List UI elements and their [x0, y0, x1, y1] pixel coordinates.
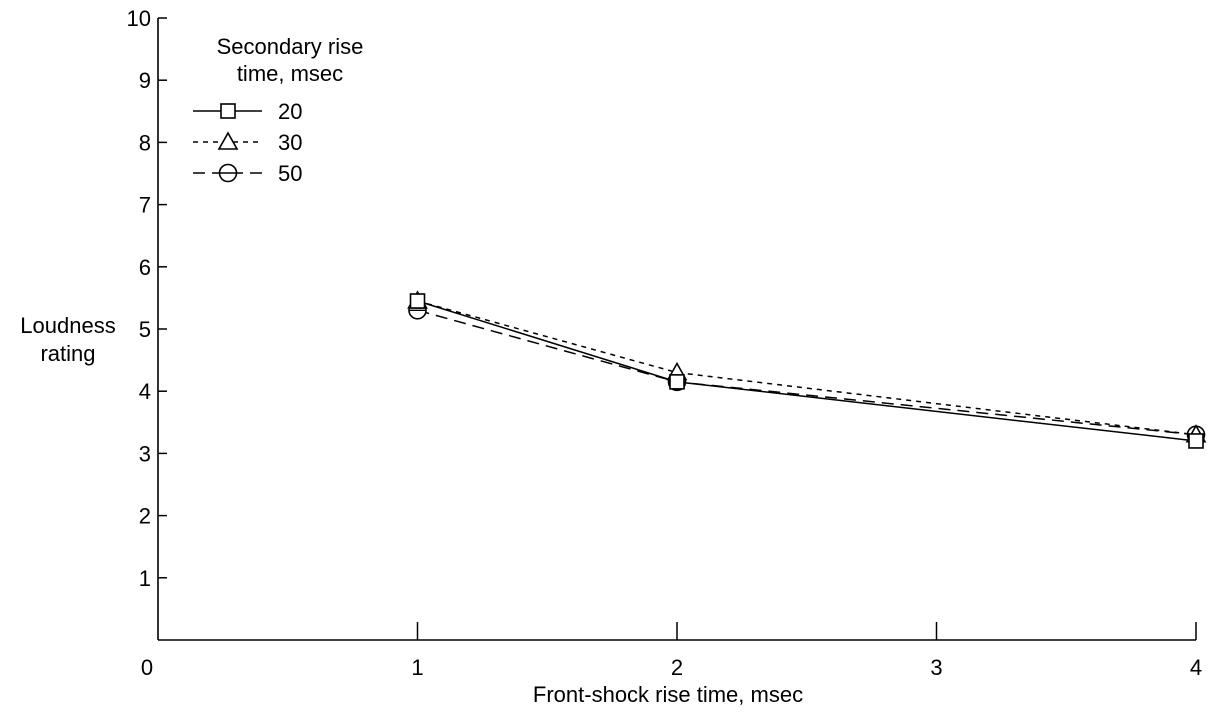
data-point-20: [669, 374, 685, 390]
x-axis-title: Front-shock rise time, msec: [533, 682, 803, 707]
x-tick-label: 4: [1190, 655, 1202, 680]
x-tick-label: 3: [930, 655, 942, 680]
legend: Secondary rise time, msec 20 30 50: [193, 34, 363, 186]
x-tick-label: 1: [411, 655, 423, 680]
y-tick-label: 5: [139, 317, 151, 342]
data-point-20: [1188, 433, 1204, 449]
x-tick-label: 0: [141, 655, 153, 680]
axes: [157, 18, 1196, 641]
x-tick-label: 2: [671, 655, 683, 680]
legend-marker-50: [218, 163, 238, 183]
legend-label: 50: [278, 161, 302, 186]
y-tick-label: 9: [139, 68, 151, 93]
series-line-50: [417, 309, 1197, 436]
y-tick-label: 8: [139, 130, 151, 155]
y-ticks: 1 2 3 4 5 6 7 8 9 10: [127, 6, 167, 591]
y-tick-label: 1: [139, 566, 151, 591]
legend-marker-20: [220, 103, 236, 119]
legend-title-line2: time, msec: [237, 61, 343, 86]
series-line-20: [417, 300, 1197, 442]
series-layer: [407, 290, 1207, 449]
y-tick-label: 4: [139, 379, 151, 404]
legend-marker-30: [217, 131, 239, 150]
series-line-30: [417, 300, 1197, 436]
y-tick-label: 2: [139, 504, 151, 529]
y-axis-title-line1: Loudness: [20, 313, 115, 338]
legend-item-30: 30: [193, 130, 302, 155]
data-point-20: [409, 293, 426, 309]
y-tick-label: 3: [139, 441, 151, 466]
y-tick-label: 10: [127, 6, 151, 31]
legend-items: 20 30 50: [193, 99, 302, 186]
legend-label: 30: [278, 130, 302, 155]
y-tick-label: 6: [139, 255, 151, 280]
legend-title-line1: Secondary rise: [217, 34, 364, 59]
legend-item-50: 50: [193, 161, 302, 186]
y-axis-title-line2: rating: [40, 341, 95, 366]
y-tick-label: 7: [139, 193, 151, 218]
legend-label: 20: [278, 99, 302, 124]
x-ticks: 0 1 2 3 4: [141, 622, 1202, 680]
legend-item-20: 20: [193, 99, 302, 124]
